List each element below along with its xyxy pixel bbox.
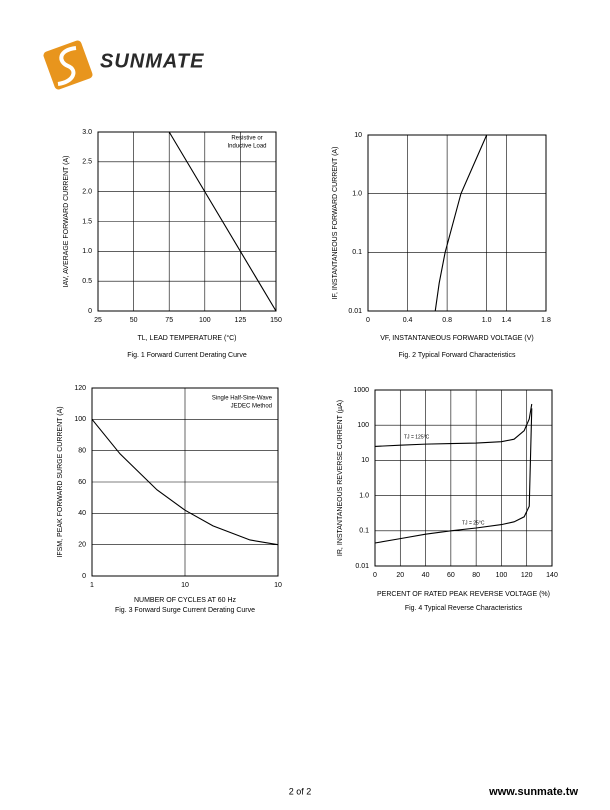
y-tick-label: 80 xyxy=(78,448,86,455)
plot-frame xyxy=(367,134,547,312)
y-tick-label: 10 xyxy=(361,457,369,464)
x-tick-label: 1.0 xyxy=(482,317,492,324)
y-axis-label: IR, INSTANTANEOUS REVERSE CURRENT (µA) xyxy=(337,400,344,556)
y-axis-label: IFSM, PEAK FORWARD SURGE CURRENT (A) xyxy=(57,406,64,557)
y-tick-label: 0 xyxy=(88,308,92,315)
y-tick-label: 1.0 xyxy=(352,191,362,198)
x-tick-label: 140 xyxy=(546,572,558,579)
x-tick-label: 75 xyxy=(165,317,173,324)
y-tick-label: 100 xyxy=(357,422,369,429)
x-axis-label: VF, INSTANTANEOUS FORWARD VOLTAGE (V) xyxy=(380,335,534,342)
annotation: Resistive or Inductive Load xyxy=(227,136,266,150)
y-tick-label: 40 xyxy=(78,510,86,517)
y-tick-label: 2.0 xyxy=(82,189,92,196)
y-tick-label: 0.1 xyxy=(359,528,369,535)
x-tick-label: 20 xyxy=(396,572,404,579)
series-label: TJ = 125°C xyxy=(404,434,430,440)
y-tick-label: 100 xyxy=(74,416,86,423)
x-tick-label: 40 xyxy=(422,572,430,579)
x-tick-label: 1 xyxy=(90,582,94,589)
x-tick-label: 1.4 xyxy=(502,317,512,324)
y-axis-label: IF, INSTANTANEOUS FORWARD CURRENT (A) xyxy=(332,147,339,300)
y-axis-label: IAV, AVERAGE FORWARD CURRENT (A) xyxy=(63,156,70,288)
x-tick-label: 0.4 xyxy=(403,317,413,324)
y-tick-label: 0 xyxy=(82,573,86,580)
x-tick-label: 60 xyxy=(447,572,455,579)
y-tick-label: 20 xyxy=(78,542,86,549)
series-label: TJ = 25°C xyxy=(462,520,485,526)
y-tick-label: 0.1 xyxy=(352,249,362,256)
x-axis-label: NUMBER OF CYCLES AT 60 Hz xyxy=(134,597,237,604)
x-tick-label: 125 xyxy=(235,317,247,324)
figure-caption: Fig. 3 Forward Surge Current Derating Cu… xyxy=(115,607,255,614)
page-number: 2 of 2 xyxy=(289,786,312,796)
plot-frame xyxy=(374,389,553,567)
x-tick-label: 50 xyxy=(130,317,138,324)
x-tick-label: 0.8 xyxy=(442,317,452,324)
figure-caption: Fig. 1 Forward Current Derating Curve xyxy=(127,352,247,359)
x-tick-label: 0 xyxy=(366,317,370,324)
brand: SUNMATE xyxy=(100,50,204,72)
annotation: Single Half-Sine-Wave JEDEC Method xyxy=(212,396,273,410)
figure-caption: Fig. 4 Typical Reverse Characteristics xyxy=(405,605,523,612)
y-tick-label: 1.0 xyxy=(359,492,369,499)
x-tick-label: 80 xyxy=(472,572,480,579)
x-tick-label: 100 xyxy=(199,317,211,324)
logo: SUNMATE xyxy=(43,40,204,90)
x-axis-label: PERCENT OF RATED PEAK REVERSE VOLTAGE (%… xyxy=(377,591,550,598)
website: www.sunmate.tw xyxy=(488,786,578,798)
x-tick-label: 10 xyxy=(274,582,282,589)
figure-caption: Fig. 2 Typical Forward Characteristics xyxy=(399,352,516,359)
x-tick-label: 100 xyxy=(496,572,508,579)
x-axis-label: TL, LEAD TEMPERATURE (°C) xyxy=(138,334,237,342)
y-tick-label: 1.0 xyxy=(82,248,92,255)
y-tick-label: 120 xyxy=(74,385,86,392)
series-line xyxy=(374,408,533,544)
y-tick-label: 1000 xyxy=(353,387,369,394)
series-line xyxy=(91,418,279,546)
y-tick-label: 0.5 xyxy=(82,278,92,285)
x-tick-label: 25 xyxy=(94,317,102,324)
x-tick-label: 10 xyxy=(181,582,189,589)
series-line xyxy=(98,131,277,312)
x-tick-label: 120 xyxy=(521,572,533,579)
y-tick-label: 0.01 xyxy=(355,563,369,570)
y-tick-label: 2.5 xyxy=(82,159,92,166)
x-tick-label: 150 xyxy=(270,317,282,324)
y-tick-label: 0.01 xyxy=(348,308,362,315)
annotation-line: Inductive Load xyxy=(227,144,266,150)
x-tick-label: 1.8 xyxy=(541,317,551,324)
y-tick-label: 60 xyxy=(78,479,86,486)
annotation-line: Single Half-Sine-Wave xyxy=(212,396,273,402)
series-line xyxy=(434,134,488,312)
y-tick-label: 10 xyxy=(354,132,362,139)
y-tick-label: 1.5 xyxy=(82,218,92,225)
logo-s xyxy=(57,46,77,86)
series-line xyxy=(374,403,533,447)
annotation-line: JEDEC Method xyxy=(231,404,272,410)
y-tick-label: 3.0 xyxy=(82,129,92,136)
x-tick-label: 0 xyxy=(373,572,377,579)
annotation-line: Resistive or xyxy=(231,136,262,142)
